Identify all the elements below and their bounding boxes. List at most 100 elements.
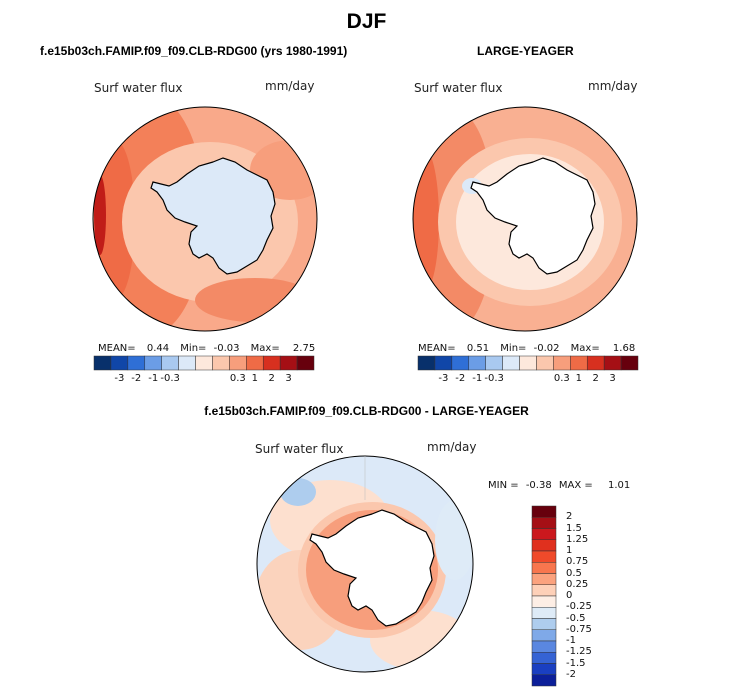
colorbar-swatch <box>279 355 298 371</box>
colorbar-tick-label: -2 <box>455 373 466 384</box>
panel1-min-label: Min= <box>180 343 207 354</box>
panel3-min: -0.38 <box>525 480 552 491</box>
colorbar-tick-label: -0.25 <box>566 601 592 613</box>
colorbar-tick-label: 2 <box>566 511 573 523</box>
colorbar-swatch <box>531 674 557 687</box>
panel3-max-label: MAX = <box>558 480 593 491</box>
colorbar-tick-label: -1 <box>148 373 159 384</box>
colorbar-swatch <box>531 505 557 518</box>
panel1-units: mm/day <box>265 79 315 93</box>
colorbar-swatch <box>296 355 315 371</box>
panel1-mean: 0.44 <box>146 343 170 354</box>
colorbar-swatch <box>586 355 605 371</box>
colorbar-tick-label: 1 <box>251 373 258 384</box>
colorbar-swatch <box>451 355 470 371</box>
colorbar-tick-label: 3 <box>609 373 616 384</box>
colorbar-tick-label: 0.25 <box>566 578 589 590</box>
panel2-colorbar <box>417 355 639 371</box>
colorbar-tick-label: 0.3 <box>229 373 246 384</box>
colorbar-tick-label: 3 <box>285 373 292 384</box>
colorbar-swatch <box>531 629 557 642</box>
page-title: DJF <box>346 10 387 33</box>
colorbar-tick-label: 0.5 <box>566 567 582 579</box>
colorbar-tick-label: 1 <box>575 373 582 384</box>
colorbar-tick-label: -0.3 <box>484 373 504 384</box>
colorbar-tick-label: -3 <box>114 373 125 384</box>
colorbar-swatch <box>246 355 264 371</box>
colorbar-swatch <box>531 528 557 540</box>
colorbar-swatch <box>417 355 436 371</box>
colorbar-swatch <box>531 607 557 619</box>
panel2-mean-label: MEAN= <box>418 343 456 354</box>
panel1-map <box>93 107 317 331</box>
panel2-min: -0.02 <box>533 343 560 354</box>
panel1-max-region <box>94 175 106 255</box>
colorbar-swatch <box>553 355 571 371</box>
panel3-units: mm/day <box>427 440 477 454</box>
colorbar-swatch <box>531 562 557 574</box>
panel3-title: Surf water flux <box>255 442 344 456</box>
colorbar-swatch <box>178 355 196 371</box>
panel1-max: 2.75 <box>292 343 316 354</box>
panel1-title: Surf water flux <box>94 81 183 95</box>
colorbar-tick-label: -2 <box>131 373 142 384</box>
colorbar-tick-label: -1.25 <box>566 646 592 658</box>
colorbar-swatch <box>485 355 503 371</box>
colorbar-tick-label: -1 <box>472 373 483 384</box>
panel2-header: LARGE-YEAGER <box>477 44 574 58</box>
panel3-header: f.e15b03ch.FAMIP.f09_f09.CLB-RDG00 - LAR… <box>204 404 529 418</box>
colorbar-tick-label: 1 <box>566 545 573 556</box>
colorbar-swatch <box>434 355 453 371</box>
colorbar-tick-label: 0 <box>566 590 573 601</box>
colorbar-tick-label: -0.5 <box>566 612 586 624</box>
colorbar-swatch <box>531 663 557 675</box>
colorbar-swatch <box>212 355 230 371</box>
panel3-negative-east <box>435 500 473 580</box>
colorbar-swatch <box>531 539 557 552</box>
panel2-map <box>413 107 637 331</box>
colorbar-swatch <box>262 355 281 371</box>
colorbar-swatch <box>468 355 486 371</box>
panel1-south-band <box>195 278 315 322</box>
panel3-colorbar <box>531 505 557 687</box>
panel2-border <box>412 106 638 332</box>
panel3-stats: MIN = -0.38 MAX = 1.01 <box>488 480 630 491</box>
panel3-max: 1.01 <box>607 480 631 491</box>
colorbar-swatch <box>161 355 179 371</box>
colorbar-tick-label: -1 <box>566 635 576 646</box>
panel1-mean-label: MEAN= <box>98 343 136 354</box>
colorbar-swatch <box>127 355 146 371</box>
panel2-max-label: Max= <box>570 343 600 354</box>
colorbar-tick-label: -3 <box>438 373 449 384</box>
colorbar-swatch <box>229 355 247 371</box>
panel1-max-label: Max= <box>250 343 280 354</box>
colorbar-tick-label: 2 <box>592 373 599 384</box>
colorbar-tick-label: 0.75 <box>566 556 589 568</box>
colorbar-swatch <box>531 550 557 563</box>
colorbar-swatch <box>531 584 557 597</box>
panel3-negative-patch <box>280 478 316 506</box>
colorbar-swatch <box>620 355 639 371</box>
colorbar-tick-label: 1.25 <box>566 533 589 545</box>
panel2-max: 1.68 <box>612 343 636 354</box>
colorbar-swatch <box>531 517 557 529</box>
colorbar-swatch <box>536 355 554 371</box>
panel1-colorbar <box>93 355 315 371</box>
colorbar-swatch <box>144 355 162 371</box>
colorbar-swatch <box>603 355 622 371</box>
colorbar-tick-label: 1.5 <box>566 522 582 534</box>
colorbar-tick-label: 2 <box>268 373 275 384</box>
panel1-border <box>92 106 318 332</box>
colorbar-tick-label: -0.75 <box>566 623 592 635</box>
colorbar-swatch <box>519 355 537 371</box>
panel1-peak-region <box>95 140 135 300</box>
colorbar-swatch <box>531 595 557 608</box>
colorbar-swatch <box>531 618 557 630</box>
colorbar-swatch <box>93 355 112 371</box>
panel2-mean: 0.51 <box>466 343 490 354</box>
colorbar-swatch <box>570 355 588 371</box>
panel1-min: -0.03 <box>213 343 240 354</box>
colorbar-tick-label: 0.3 <box>553 373 570 384</box>
panel2-stats: MEAN= 0.51 Min= -0.02 Max= 1.68 <box>418 343 635 354</box>
